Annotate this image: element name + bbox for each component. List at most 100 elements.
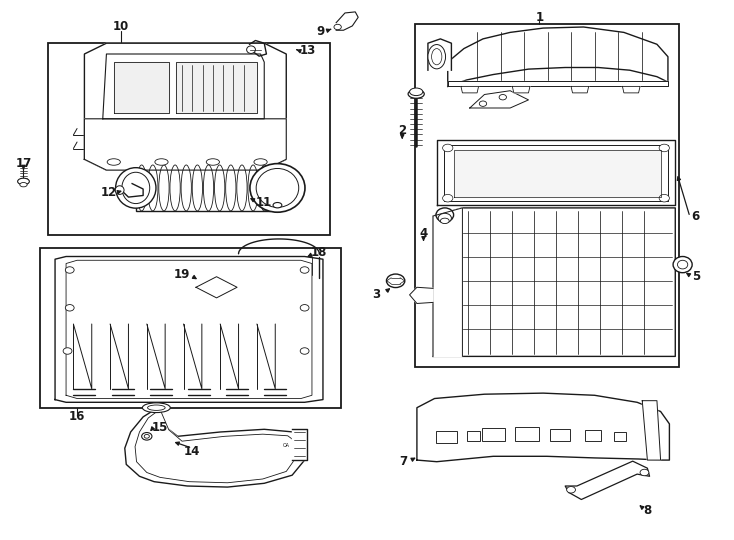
- Bar: [550, 429, 570, 441]
- Polygon shape: [428, 39, 451, 70]
- Polygon shape: [571, 86, 589, 93]
- Text: 6: 6: [691, 210, 700, 222]
- Ellipse shape: [386, 274, 405, 287]
- Ellipse shape: [142, 403, 170, 413]
- Text: 14: 14: [184, 446, 200, 458]
- Bar: [467, 431, 480, 441]
- Ellipse shape: [250, 164, 305, 212]
- Text: 7: 7: [399, 455, 408, 468]
- Polygon shape: [448, 27, 668, 86]
- Text: 5: 5: [691, 270, 700, 283]
- Polygon shape: [565, 461, 650, 500]
- Ellipse shape: [640, 469, 649, 476]
- Polygon shape: [470, 91, 528, 108]
- Ellipse shape: [247, 46, 255, 53]
- Ellipse shape: [214, 165, 225, 211]
- Ellipse shape: [659, 144, 669, 152]
- Ellipse shape: [192, 165, 203, 211]
- Polygon shape: [125, 408, 305, 487]
- Ellipse shape: [18, 178, 29, 185]
- Text: 13: 13: [300, 44, 316, 57]
- Text: 1: 1: [535, 11, 544, 24]
- Polygon shape: [292, 429, 307, 460]
- Ellipse shape: [410, 88, 423, 96]
- Ellipse shape: [148, 165, 158, 211]
- Ellipse shape: [237, 165, 247, 211]
- Ellipse shape: [20, 183, 27, 187]
- Text: 3: 3: [371, 288, 380, 301]
- Ellipse shape: [300, 305, 309, 311]
- Polygon shape: [437, 140, 675, 205]
- Ellipse shape: [300, 348, 309, 354]
- Ellipse shape: [673, 256, 692, 273]
- Polygon shape: [103, 54, 264, 119]
- Polygon shape: [135, 409, 296, 483]
- Polygon shape: [114, 62, 169, 113]
- Ellipse shape: [159, 165, 169, 211]
- Bar: [614, 432, 626, 441]
- Text: 12: 12: [101, 186, 117, 199]
- Ellipse shape: [170, 165, 181, 211]
- Text: 17: 17: [15, 157, 32, 170]
- Ellipse shape: [443, 144, 453, 152]
- Ellipse shape: [137, 165, 147, 211]
- Ellipse shape: [259, 165, 269, 211]
- Ellipse shape: [436, 208, 454, 222]
- Ellipse shape: [334, 24, 341, 30]
- Bar: [482, 428, 505, 441]
- Ellipse shape: [65, 305, 74, 311]
- Ellipse shape: [248, 165, 258, 211]
- Ellipse shape: [206, 159, 219, 165]
- Polygon shape: [454, 150, 661, 197]
- Polygon shape: [622, 86, 640, 93]
- Polygon shape: [410, 287, 433, 303]
- Polygon shape: [336, 12, 358, 30]
- Ellipse shape: [122, 172, 150, 204]
- Ellipse shape: [677, 260, 688, 269]
- Polygon shape: [55, 256, 323, 402]
- Text: 4: 4: [419, 227, 428, 240]
- Ellipse shape: [300, 267, 309, 273]
- Text: 18: 18: [311, 246, 327, 259]
- Ellipse shape: [148, 405, 165, 410]
- Bar: [585, 430, 601, 441]
- Ellipse shape: [438, 213, 451, 223]
- Polygon shape: [433, 208, 675, 356]
- Ellipse shape: [432, 49, 442, 65]
- Polygon shape: [461, 86, 479, 93]
- Ellipse shape: [155, 159, 168, 165]
- Text: 19: 19: [174, 268, 190, 281]
- Text: 16: 16: [69, 410, 85, 423]
- Polygon shape: [176, 62, 257, 113]
- Text: 2: 2: [398, 124, 407, 137]
- Ellipse shape: [107, 159, 120, 165]
- Polygon shape: [512, 86, 530, 93]
- Ellipse shape: [181, 165, 192, 211]
- Bar: [48, 43, 330, 235]
- Text: 15: 15: [152, 421, 168, 434]
- Ellipse shape: [273, 202, 282, 208]
- Bar: [436, 431, 457, 443]
- Text: 10: 10: [113, 21, 129, 33]
- Polygon shape: [448, 81, 668, 86]
- Ellipse shape: [115, 167, 156, 208]
- Ellipse shape: [115, 186, 124, 194]
- Ellipse shape: [254, 159, 267, 165]
- Ellipse shape: [144, 434, 150, 438]
- Ellipse shape: [65, 267, 74, 273]
- Ellipse shape: [63, 348, 72, 354]
- Text: 11: 11: [256, 196, 272, 209]
- Polygon shape: [196, 276, 237, 298]
- Ellipse shape: [256, 168, 299, 207]
- Ellipse shape: [567, 487, 575, 493]
- Polygon shape: [642, 401, 661, 460]
- Bar: [40, 248, 341, 408]
- Bar: [515, 428, 539, 441]
- Ellipse shape: [142, 433, 152, 440]
- Ellipse shape: [440, 218, 449, 224]
- Text: OA: OA: [283, 443, 290, 448]
- Ellipse shape: [428, 45, 446, 69]
- Bar: [136, 165, 270, 211]
- Ellipse shape: [659, 194, 669, 202]
- Ellipse shape: [499, 94, 506, 100]
